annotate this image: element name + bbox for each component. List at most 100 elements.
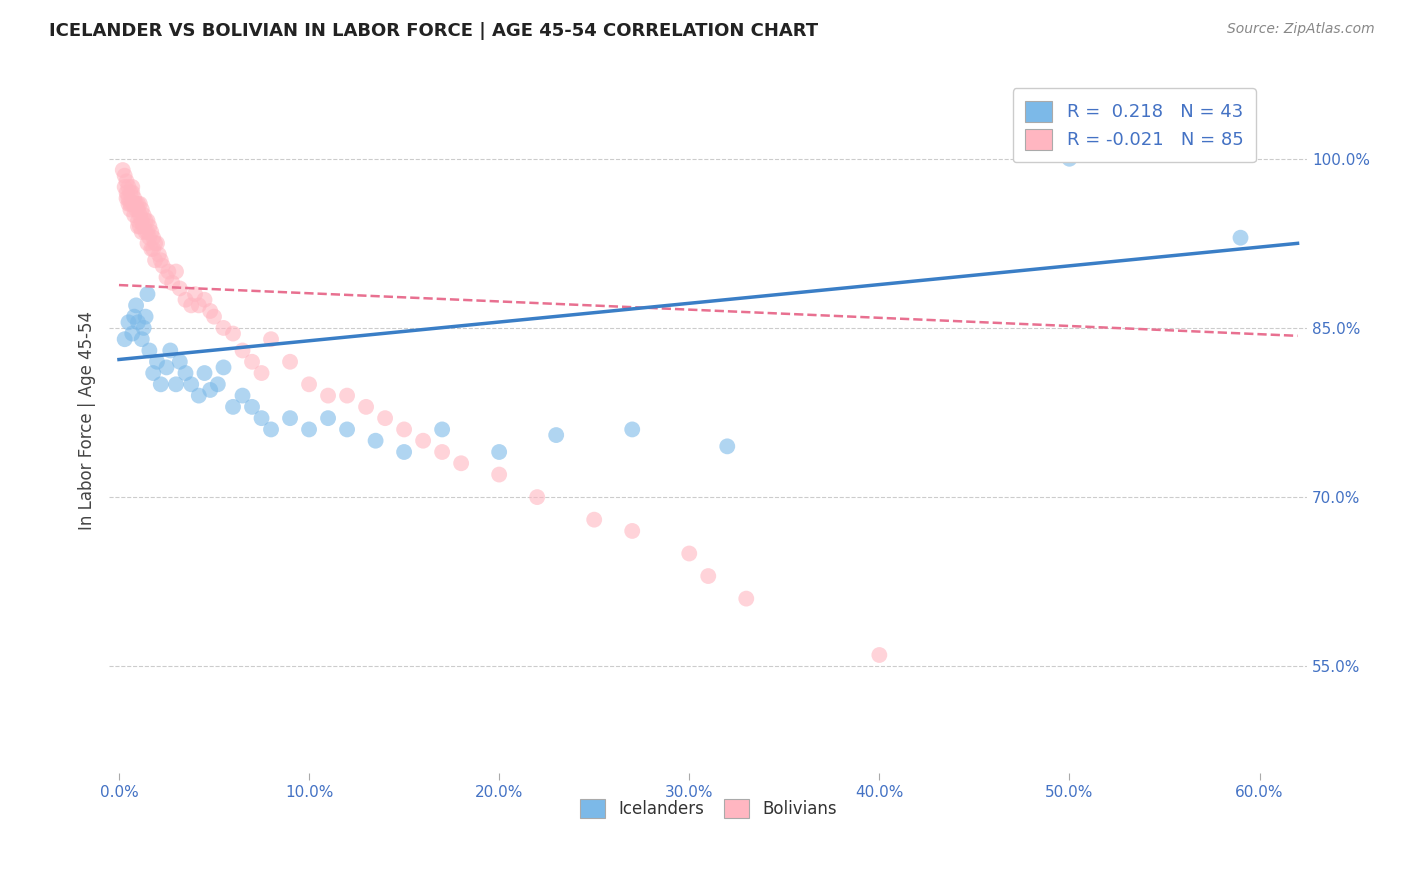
Bolivians [127, 197, 149, 211]
Icelanders [260, 422, 283, 436]
Bolivians [131, 202, 153, 217]
Bolivians [200, 304, 222, 318]
Bolivians [231, 343, 253, 358]
Bolivians [117, 180, 139, 194]
Text: ICELANDER VS BOLIVIAN IN LABOR FORCE | AGE 45-54 CORRELATION CHART: ICELANDER VS BOLIVIAN IN LABOR FORCE | A… [49, 22, 818, 40]
Bolivians [146, 236, 169, 251]
Bolivians [174, 293, 197, 307]
Bolivians [122, 208, 145, 222]
Bolivians [121, 180, 143, 194]
Bolivians [115, 186, 138, 200]
Icelanders [336, 422, 359, 436]
Bolivians [212, 321, 235, 335]
Bolivians [152, 259, 174, 273]
Icelanders [193, 366, 215, 380]
Icelanders [146, 355, 169, 369]
Bolivians [316, 388, 339, 402]
Bolivians [735, 591, 758, 606]
Bolivians [122, 197, 145, 211]
Bolivians [142, 230, 165, 244]
Bolivians [128, 219, 150, 234]
Bolivians [111, 163, 134, 178]
Icelanders [142, 366, 165, 380]
Bolivians [184, 287, 207, 301]
Bolivians [120, 202, 142, 217]
Bolivians [868, 648, 890, 662]
Icelanders [298, 422, 321, 436]
Bolivians [392, 422, 415, 436]
Bolivians [132, 219, 155, 234]
Bolivians [148, 247, 170, 261]
Icelanders [155, 360, 177, 375]
Bolivians [222, 326, 245, 341]
Icelanders [621, 422, 644, 436]
Icelanders [316, 411, 339, 425]
Bolivians [278, 355, 301, 369]
Bolivians [697, 569, 720, 583]
Icelanders [278, 411, 301, 425]
Bolivians [180, 298, 202, 312]
Icelanders [114, 332, 136, 346]
Icelanders [138, 343, 160, 358]
Bolivians [136, 214, 159, 228]
Bolivians [121, 197, 143, 211]
Bolivians [115, 191, 138, 205]
Bolivians [169, 281, 191, 295]
Bolivians [122, 191, 145, 205]
Bolivians [142, 242, 165, 256]
Bolivians [127, 214, 149, 228]
Bolivians [298, 377, 321, 392]
Icelanders [174, 366, 197, 380]
Bolivians [260, 332, 283, 346]
Bolivians [583, 513, 606, 527]
Icelanders [392, 445, 415, 459]
Bolivians [138, 219, 160, 234]
Icelanders [125, 298, 148, 312]
Icelanders [222, 400, 245, 414]
Bolivians [202, 310, 225, 324]
Text: Source: ZipAtlas.com: Source: ZipAtlas.com [1227, 22, 1375, 37]
Legend: Icelanders, Bolivians: Icelanders, Bolivians [574, 792, 844, 825]
Icelanders [169, 355, 191, 369]
Bolivians [141, 242, 163, 256]
Icelanders [121, 326, 143, 341]
Icelanders [131, 332, 153, 346]
Icelanders [546, 428, 568, 442]
Bolivians [450, 456, 472, 470]
Bolivians [374, 411, 396, 425]
Bolivians [128, 197, 150, 211]
Bolivians [143, 236, 166, 251]
Bolivians [125, 197, 148, 211]
Icelanders [136, 287, 159, 301]
Icelanders [364, 434, 387, 448]
Bolivians [621, 524, 644, 538]
Icelanders [240, 400, 263, 414]
Bolivians [117, 191, 139, 205]
Bolivians [135, 214, 157, 228]
Bolivians [117, 197, 139, 211]
Bolivians [136, 236, 159, 251]
Bolivians [678, 547, 700, 561]
Icelanders [207, 377, 229, 392]
Bolivians [250, 366, 273, 380]
Icelanders [180, 377, 202, 392]
Bolivians [412, 434, 434, 448]
Icelanders [430, 422, 453, 436]
Bolivians [336, 388, 359, 402]
Bolivians [131, 214, 153, 228]
Bolivians [149, 253, 172, 268]
Icelanders [117, 315, 139, 329]
Bolivians [160, 276, 183, 290]
Bolivians [121, 186, 143, 200]
Icelanders [187, 388, 209, 402]
Icelanders [149, 377, 172, 392]
Bolivians [127, 202, 149, 217]
Bolivians [430, 445, 453, 459]
Bolivians [488, 467, 510, 482]
Bolivians [132, 208, 155, 222]
Y-axis label: In Labor Force | Age 45-54: In Labor Force | Age 45-54 [79, 311, 96, 531]
Icelanders [250, 411, 273, 425]
Icelanders [165, 377, 187, 392]
Icelanders [212, 360, 235, 375]
Bolivians [120, 186, 142, 200]
